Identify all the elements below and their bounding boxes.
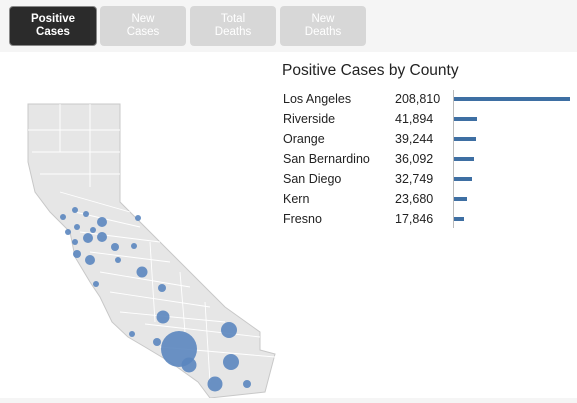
county-value: 36,092 xyxy=(395,152,434,166)
county-bar xyxy=(454,137,476,141)
county-name: San Diego xyxy=(283,172,342,186)
county-bubble[interactable] xyxy=(136,266,148,278)
county-name: Los Angeles xyxy=(283,92,352,106)
county-bubble[interactable] xyxy=(90,227,96,233)
county-row-kern[interactable]: Kern 23,680 xyxy=(283,189,573,209)
county-bubble[interactable] xyxy=(83,211,89,217)
county-bubble[interactable] xyxy=(243,380,251,388)
county-bubble[interactable] xyxy=(223,354,239,370)
county-bubble[interactable] xyxy=(97,232,107,242)
county-bubble[interactable] xyxy=(221,322,237,338)
county-name: Kern xyxy=(283,192,310,206)
county-bar xyxy=(454,157,475,161)
county-value: 17,846 xyxy=(395,212,434,226)
county-name: Riverside xyxy=(283,112,336,126)
bar-axis-line xyxy=(453,90,454,228)
county-bar xyxy=(454,177,473,181)
california-county-map[interactable] xyxy=(20,92,290,398)
county-bubble[interactable] xyxy=(85,255,95,265)
county-bubble[interactable] xyxy=(153,338,161,346)
metric-tab-bar: Positive Cases New Cases Total Deaths Ne… xyxy=(0,0,577,52)
county-bubble[interactable] xyxy=(60,214,66,220)
county-value: 39,244 xyxy=(395,132,434,146)
county-row-orange[interactable]: Orange 39,244 xyxy=(283,129,573,149)
tab-total-deaths[interactable]: Total Deaths xyxy=(190,6,276,46)
county-bar xyxy=(454,197,468,201)
county-row-riverside[interactable]: Riverside 41,894 xyxy=(283,109,573,129)
county-bubble[interactable] xyxy=(181,357,197,373)
county-bubble[interactable] xyxy=(72,207,78,213)
county-row-los-angeles[interactable]: Los Angeles 208,810 xyxy=(283,89,573,109)
county-bubble[interactable] xyxy=(111,243,119,251)
county-bubble[interactable] xyxy=(131,243,137,249)
county-bubble[interactable] xyxy=(74,224,80,230)
county-value: 208,810 xyxy=(395,92,441,106)
county-row-san-diego[interactable]: San Diego 32,749 xyxy=(283,169,573,189)
county-bubble[interactable] xyxy=(129,331,135,337)
county-bubble[interactable] xyxy=(207,376,223,392)
county-bubble[interactable] xyxy=(135,215,141,221)
county-bubble[interactable] xyxy=(83,233,93,243)
county-bar xyxy=(454,97,570,101)
county-bubble[interactable] xyxy=(72,239,78,245)
tab-new-deaths[interactable]: New Deaths xyxy=(280,6,366,46)
panel-title: Positive Cases by County xyxy=(282,62,459,79)
county-value: 32,749 xyxy=(395,172,434,186)
footer-strip xyxy=(0,398,577,403)
county-bar xyxy=(454,117,478,121)
county-bubble[interactable] xyxy=(156,310,170,324)
tab-new-cases[interactable]: New Cases xyxy=(100,6,186,46)
county-name: San Bernardino xyxy=(283,152,370,166)
county-bubble[interactable] xyxy=(115,257,121,263)
county-bubble[interactable] xyxy=(65,229,71,235)
county-value: 23,680 xyxy=(395,192,434,206)
county-bubble[interactable] xyxy=(73,250,81,258)
county-bubble[interactable] xyxy=(158,284,166,292)
county-bubble[interactable] xyxy=(97,217,107,227)
county-bubbles xyxy=(60,207,251,392)
county-row-fresno[interactable]: Fresno 17,846 xyxy=(283,209,573,229)
tab-positive-cases[interactable]: Positive Cases xyxy=(9,6,97,46)
county-bar xyxy=(454,217,464,221)
county-row-san-bernardino[interactable]: San Bernardino 36,092 xyxy=(283,149,573,169)
county-value: 41,894 xyxy=(395,112,434,126)
county-name: Orange xyxy=(283,132,325,146)
county-name: Fresno xyxy=(283,212,322,226)
county-bubble[interactable] xyxy=(93,281,99,287)
